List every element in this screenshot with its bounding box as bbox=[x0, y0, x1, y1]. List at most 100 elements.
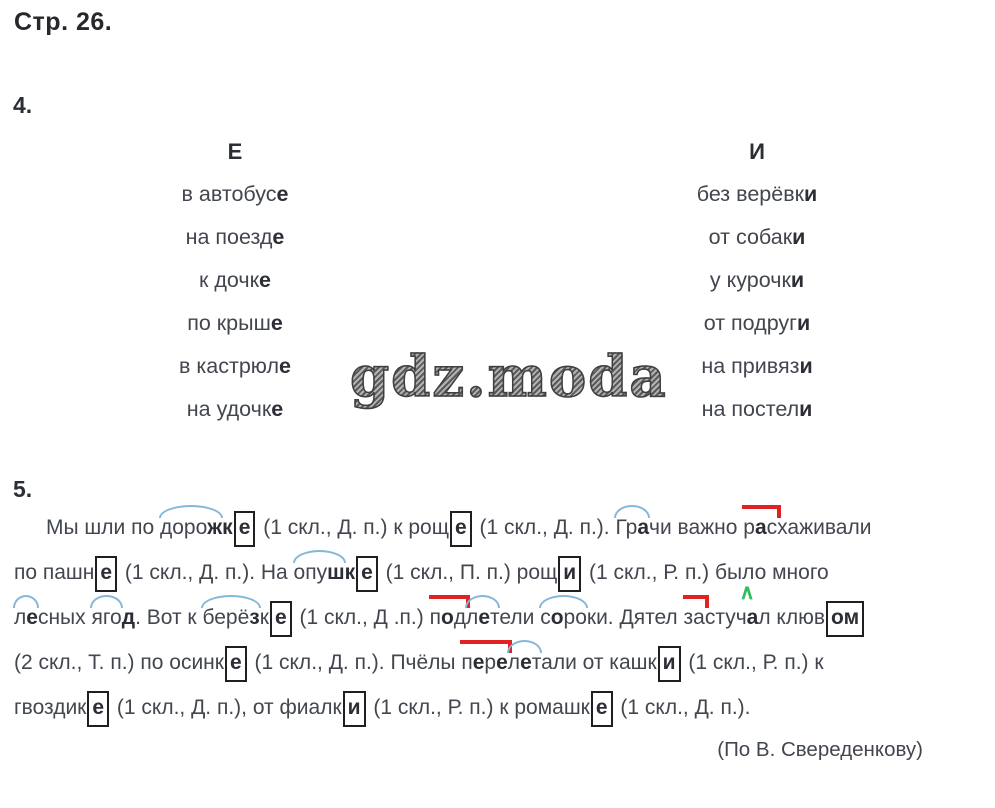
word-fragment: т bbox=[490, 606, 500, 629]
ending-box: е bbox=[269, 601, 292, 637]
root-arc: опуш bbox=[294, 561, 345, 584]
word-fragment: ш bbox=[327, 561, 345, 584]
word-fragment: ро bbox=[563, 606, 587, 629]
exercise5-number: 5. bbox=[13, 476, 33, 502]
word-stem: от подруг bbox=[703, 311, 798, 335]
word-fragment: л bbox=[507, 651, 521, 674]
word-fragment: е bbox=[478, 606, 490, 629]
word-stem: без верёвк bbox=[696, 182, 805, 206]
plain-text: (1 скл., Д. п.). Пчёлы bbox=[248, 651, 462, 674]
exercise4-column-e: Е в автобусе на поезде к дочке по крыше в ка… bbox=[95, 130, 375, 431]
word-fragment: д bbox=[453, 606, 467, 629]
text-line: лесных ягод. Вот к берёзк е (1 скл., Д .п… bbox=[14, 595, 986, 640]
column-header-e: Е bbox=[227, 139, 243, 164]
word-fragment: е bbox=[496, 651, 508, 674]
word-fragment: яго bbox=[91, 606, 122, 629]
plain-text: Мы шли по bbox=[46, 516, 160, 539]
declension-item: от собаки bbox=[617, 216, 897, 259]
declension-item: в кастрюле bbox=[95, 345, 375, 388]
declension-item: от подруги bbox=[617, 302, 897, 345]
plain-text: хаживали bbox=[777, 516, 872, 539]
ending-box: и bbox=[342, 691, 366, 727]
word-ending: е bbox=[276, 182, 289, 206]
declension-item: в автобусе bbox=[95, 173, 375, 216]
declension-item: по крыше bbox=[95, 302, 375, 345]
word-stem: к дочк bbox=[199, 268, 260, 292]
word-fragment: т bbox=[531, 651, 542, 674]
ending-box: е bbox=[224, 646, 247, 682]
ending-box: ом bbox=[826, 601, 865, 637]
attribution: (По В. Свереденкову) bbox=[717, 738, 923, 761]
root-arc: берёз bbox=[202, 606, 259, 629]
word-fragment: с bbox=[540, 606, 551, 629]
word-stem: на удочк bbox=[186, 397, 272, 421]
declension-item: к дочке bbox=[95, 259, 375, 302]
plain-text: (2 скл., Т. п.) по осинк bbox=[14, 651, 224, 674]
root-arc: соро bbox=[540, 606, 587, 629]
plain-text: али от кашк bbox=[541, 651, 657, 674]
ending-box: и bbox=[558, 556, 582, 592]
word-fragment: Гр bbox=[615, 516, 638, 539]
root-arc: дорож bbox=[160, 516, 222, 539]
plain-text: чи важно bbox=[649, 516, 744, 539]
text-line: по пашн е (1 скл., Д. п.). На опушк е (1 с… bbox=[14, 550, 986, 595]
word-fragment: ж bbox=[207, 516, 223, 539]
word-fragment: берё bbox=[202, 606, 250, 629]
prefix-mark: под bbox=[430, 606, 466, 629]
plain-text: (1 скл., Д. п.) к рощ bbox=[257, 516, 449, 539]
plain-text: ели bbox=[499, 606, 541, 629]
exercise5-text: Мы шли по дорожк е (1 скл., Д. п.) к рощ е… bbox=[14, 505, 986, 730]
declension-item: на привязи bbox=[617, 345, 897, 388]
root-arc: яго bbox=[91, 606, 121, 629]
word-fragment: л bbox=[14, 606, 27, 629]
word-ending: и bbox=[797, 311, 811, 335]
word-fragment: е bbox=[520, 651, 532, 674]
word-stem: по крыш bbox=[187, 311, 271, 335]
column-items-e: в автобусе на поезде к дочке по крыше в каст… bbox=[95, 173, 375, 431]
word-fragment: р bbox=[484, 651, 497, 674]
ending-box: е bbox=[233, 511, 256, 547]
ending-box: е bbox=[95, 556, 118, 592]
ending-box: е bbox=[590, 691, 613, 727]
plain-text: (1 скл., Р. п.) было много bbox=[583, 561, 829, 584]
word-stem: у курочк bbox=[709, 268, 791, 292]
word-ending: е bbox=[259, 268, 271, 292]
word-ending: е bbox=[270, 311, 283, 335]
prefix-mark: рас bbox=[743, 516, 777, 539]
word-fragment: з bbox=[249, 606, 260, 629]
plain-text: л клюв bbox=[758, 606, 826, 629]
word-fragment: за bbox=[683, 606, 705, 629]
plain-text: (1 скл., Р. п.) к ромашк bbox=[367, 696, 590, 719]
plain-text: . Вот к bbox=[135, 606, 203, 629]
plain-text: (1 скл., П. п.) рощ bbox=[379, 561, 558, 584]
declension-item: на удочке bbox=[95, 388, 375, 431]
bold-letter: к bbox=[222, 516, 233, 539]
bold-letter: к bbox=[344, 561, 356, 584]
column-header-i: И bbox=[749, 139, 765, 164]
word-stem: на постел bbox=[701, 397, 800, 421]
word-fragment: л bbox=[466, 606, 479, 629]
word-fragment: п bbox=[461, 651, 473, 674]
word-ending: и bbox=[790, 268, 805, 292]
plain-text: (1 скл., Д. п.). bbox=[614, 696, 751, 719]
word-fragment: е bbox=[472, 651, 485, 674]
plain-text: (1 скл., Д .п.) bbox=[293, 606, 430, 629]
prefix-mark: за bbox=[684, 606, 705, 629]
plain-text: (1 скл., Р. п.) к bbox=[682, 651, 824, 674]
text-line: (2 скл., Т. п.) по осинк е (1 скл., Д. п.… bbox=[14, 640, 986, 685]
word-stem: в автобус bbox=[181, 182, 277, 206]
suffix-caret: ча bbox=[736, 606, 759, 629]
word-stem: в кастрюл bbox=[179, 354, 279, 378]
root-arc: Гра bbox=[615, 516, 649, 539]
word-stem: от собак bbox=[708, 225, 793, 249]
word-ending: е bbox=[271, 397, 284, 421]
plain-text: (1 скл., Д. п.). bbox=[473, 516, 616, 539]
word-fragment: доро bbox=[159, 516, 208, 539]
page-title: Стр. 26. bbox=[14, 8, 113, 36]
word-fragment: с bbox=[766, 516, 778, 539]
exercise4-column-i: И без верёвки от собаки у курочки от подруг… bbox=[617, 130, 897, 431]
word-fragment: ч bbox=[735, 606, 747, 629]
word-fragment: о bbox=[550, 606, 564, 629]
word-ending: и bbox=[804, 182, 818, 206]
